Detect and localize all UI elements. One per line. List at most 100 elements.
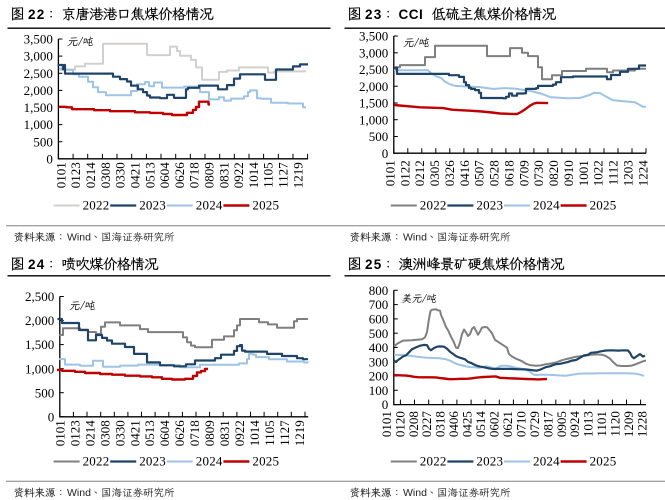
svg-text:3,500: 3,500: [359, 29, 388, 44]
svg-text:700: 700: [369, 297, 389, 312]
svg-text:400: 400: [369, 340, 389, 355]
svg-text:0406: 0406: [446, 411, 461, 438]
svg-text:2023: 2023: [476, 198, 503, 213]
svg-text:0318: 0318: [433, 411, 448, 437]
svg-text:0604: 0604: [157, 162, 172, 189]
svg-text:23: 23: [365, 7, 382, 22]
svg-text:0326: 0326: [442, 160, 457, 187]
svg-text:0514: 0514: [473, 411, 488, 438]
svg-text:1,000: 1,000: [25, 361, 54, 376]
svg-text:600: 600: [369, 311, 389, 326]
svg-text:0604: 0604: [157, 420, 172, 447]
svg-text:0922: 0922: [231, 162, 246, 188]
svg-text:2,500: 2,500: [25, 289, 54, 304]
svg-text:3,000: 3,000: [359, 45, 388, 60]
svg-text:1,500: 1,500: [25, 337, 54, 352]
svg-text:1228: 1228: [634, 411, 649, 437]
svg-text:2,000: 2,000: [359, 79, 388, 94]
svg-text:0602: 0602: [487, 411, 502, 437]
svg-text:0214: 0214: [82, 420, 97, 447]
svg-text:1014: 1014: [247, 420, 262, 447]
svg-text:0910: 0910: [561, 160, 576, 186]
svg-text:22: 22: [28, 7, 45, 22]
svg-text:3,500: 3,500: [24, 32, 53, 47]
svg-text:1224: 1224: [635, 160, 650, 187]
svg-text:1127: 1127: [277, 420, 292, 446]
svg-text:2024: 2024: [196, 454, 223, 469]
svg-text:500: 500: [35, 385, 55, 400]
svg-text:24: 24: [28, 257, 45, 272]
svg-text:0528: 0528: [487, 160, 502, 186]
svg-text:0729: 0729: [527, 411, 542, 437]
svg-text:800: 800: [369, 283, 389, 298]
svg-text:1203: 1203: [621, 160, 636, 186]
svg-text:0101: 0101: [382, 160, 397, 186]
svg-text:0513: 0513: [142, 162, 157, 188]
svg-text:1101: 1101: [594, 411, 609, 437]
svg-text:0308: 0308: [98, 162, 113, 188]
svg-text:2024: 2024: [196, 198, 223, 213]
svg-text:1001: 1001: [576, 160, 591, 186]
svg-text:0621: 0621: [500, 411, 515, 437]
svg-text:1,500: 1,500: [24, 100, 53, 115]
svg-text:1,000: 1,000: [359, 112, 388, 127]
svg-text:Wind: Wind: [403, 232, 427, 244]
svg-text:0: 0: [382, 146, 389, 161]
svg-text:2023: 2023: [139, 454, 166, 469]
svg-text:0214: 0214: [83, 162, 98, 189]
svg-text:0330: 0330: [112, 420, 127, 446]
svg-text:0: 0: [382, 397, 389, 412]
svg-text:100: 100: [369, 383, 389, 398]
svg-text:500: 500: [33, 134, 53, 149]
svg-text:0123: 0123: [68, 162, 83, 188]
svg-text:0212: 0212: [412, 160, 427, 186]
svg-text:Wind: Wind: [67, 487, 91, 499]
svg-text:0101: 0101: [52, 420, 67, 446]
svg-text:1120: 1120: [608, 411, 623, 437]
svg-text:1219: 1219: [290, 162, 305, 188]
svg-text:2025: 2025: [590, 198, 617, 213]
svg-text:1105: 1105: [261, 162, 276, 188]
svg-text:0718: 0718: [187, 420, 202, 446]
svg-text:2,000: 2,000: [25, 313, 54, 328]
svg-text:0101: 0101: [379, 411, 394, 437]
svg-text:0120: 0120: [392, 411, 407, 437]
svg-text:0709: 0709: [516, 160, 531, 186]
svg-text:0308: 0308: [97, 420, 112, 446]
svg-text:0710: 0710: [513, 411, 528, 437]
svg-text:0208: 0208: [406, 411, 421, 437]
svg-text:2023: 2023: [139, 198, 166, 213]
svg-text:0809: 0809: [202, 162, 217, 188]
svg-text:2022: 2022: [83, 198, 110, 213]
svg-text:1014: 1014: [246, 162, 261, 189]
svg-text:0: 0: [46, 151, 53, 166]
svg-text:3,000: 3,000: [24, 49, 53, 64]
svg-text:0123: 0123: [67, 420, 82, 446]
svg-text:500: 500: [369, 326, 389, 341]
svg-text:0305: 0305: [427, 160, 442, 186]
svg-text:300: 300: [369, 354, 389, 369]
svg-text:0626: 0626: [172, 420, 187, 447]
svg-text:500: 500: [369, 129, 389, 144]
svg-text:Wind: Wind: [403, 487, 427, 499]
svg-text:1127: 1127: [276, 162, 291, 188]
svg-text:2023: 2023: [476, 454, 503, 469]
svg-text:2,000: 2,000: [24, 83, 53, 98]
svg-text:CCI: CCI: [399, 7, 424, 22]
svg-text:0122: 0122: [397, 160, 412, 186]
svg-text:0924: 0924: [567, 411, 582, 438]
svg-text:0101: 0101: [53, 162, 68, 188]
svg-text:2,500: 2,500: [24, 66, 53, 81]
svg-text:0905: 0905: [554, 411, 569, 437]
svg-text:0330: 0330: [113, 162, 128, 188]
svg-text:0718: 0718: [187, 162, 202, 188]
svg-text:0809: 0809: [202, 420, 217, 446]
svg-text:1105: 1105: [262, 420, 277, 446]
svg-text:0618: 0618: [501, 160, 516, 186]
svg-text:200: 200: [369, 369, 389, 384]
svg-text:2022: 2022: [83, 454, 110, 469]
svg-text:0820: 0820: [546, 160, 561, 186]
svg-text:0227: 0227: [419, 411, 434, 438]
svg-text:0831: 0831: [216, 162, 231, 188]
svg-text:0831: 0831: [217, 420, 232, 446]
